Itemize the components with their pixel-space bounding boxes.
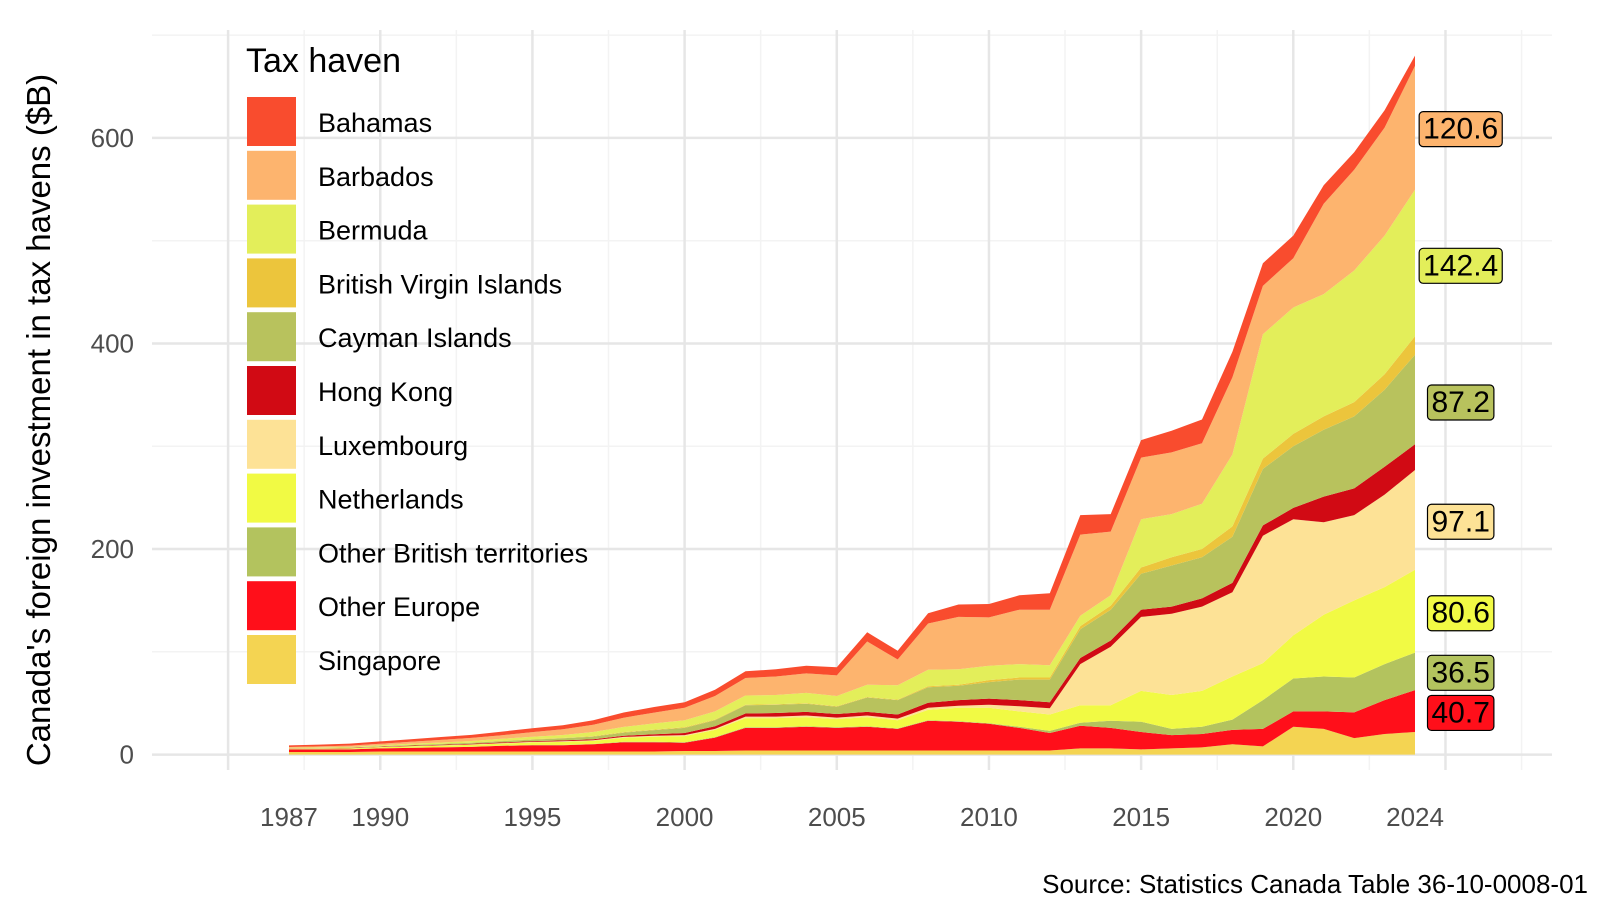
end-label-box: [1418, 111, 1503, 148]
area-netherlands: [289, 569, 1415, 750]
x-tick-label: 1995: [504, 802, 562, 832]
end-label-netherlands: 80.6: [1426, 595, 1495, 632]
x-tick-label: 2024: [1386, 802, 1444, 832]
area-other-europe: [289, 690, 1415, 752]
end-label-text: 87.2: [1432, 386, 1490, 419]
end-label-text: 97.1: [1432, 505, 1490, 538]
end-label-box: [1426, 654, 1495, 691]
y-axis-title: Canada's foreign investment in tax haven…: [20, 74, 57, 766]
end-label-text: 80.6: [1432, 597, 1490, 630]
legend-item-netherlands: Netherlands: [247, 473, 464, 523]
area-singapore: [289, 726, 1415, 755]
area-other-british-territories: [289, 652, 1415, 750]
end-label-box: [1426, 595, 1495, 632]
x-tick-label: 2010: [960, 802, 1018, 832]
end-label-text: 142.4: [1423, 249, 1498, 282]
end-label-box: [1426, 503, 1495, 540]
legend-item-barbados: Barbados: [247, 150, 434, 200]
y-tick-label: 400: [91, 328, 134, 358]
end-label-barbados: 120.6: [1418, 111, 1503, 148]
area-luxembourg: [289, 470, 1415, 749]
y-tick-label: 600: [91, 123, 134, 153]
end-label-box: [1426, 694, 1495, 732]
area-layers: [289, 55, 1415, 755]
legend-swatch: [247, 150, 296, 200]
legend-item-singapore: Singapore: [247, 635, 441, 684]
end-label-luxembourg: 97.1: [1426, 503, 1495, 540]
legend-label: Bermuda: [318, 216, 429, 246]
legend-item-bermuda: Bermuda: [247, 204, 429, 254]
legend-item-bahamas: Bahamas: [247, 97, 432, 146]
legend-label: British Virgin Islands: [318, 269, 562, 299]
legend-label: Luxembourg: [318, 431, 468, 461]
legend: Tax haven Bahamas Barbados Bermuda British V…: [246, 42, 588, 684]
legend-label: Other Europe: [318, 592, 480, 622]
end-label-text: 120.6: [1423, 113, 1498, 146]
legend-swatch: [247, 366, 296, 415]
x-tick-label: 2020: [1264, 802, 1322, 832]
source-note: Source: Statistics Canada Table 36-10-00…: [1042, 869, 1588, 899]
end-label-text: 40.7: [1432, 696, 1490, 729]
legend-swatch: [247, 635, 296, 684]
legend-item-hong-kong: Hong Kong: [247, 366, 453, 415]
end-label-box: [1426, 384, 1495, 421]
legend-swatch: [247, 419, 296, 469]
x-tick-label: 2000: [656, 802, 714, 832]
legend-swatch: [247, 97, 296, 146]
end-value-labels: 120.6 142.4 87.2 97.1 80.6 36.5 40.7: [1418, 111, 1503, 732]
axis-ticks: 0 200 400 600 1987 1990 1995 2000 2005 2010 2015 20…: [91, 123, 1444, 832]
y-tick-label: 200: [91, 534, 134, 564]
x-tick-label: 1987: [260, 802, 318, 832]
end-label-text: 36.5: [1432, 656, 1490, 689]
legend-swatch: [247, 581, 296, 631]
legend-swatch: [247, 258, 296, 308]
legend-item-british-virgin-islands: British Virgin Islands: [247, 258, 562, 308]
legend-swatch: [247, 527, 296, 577]
legend-label: Hong Kong: [318, 377, 453, 407]
legend-item-luxembourg: Luxembourg: [247, 419, 468, 469]
legend-label: Bahamas: [318, 108, 432, 138]
end-label-other-europe: 40.7: [1426, 694, 1495, 732]
legend-swatch: [247, 204, 296, 254]
x-tick-label: 1990: [351, 802, 409, 832]
legend-label: Other British territories: [318, 538, 588, 568]
legend-label: Singapore: [318, 646, 441, 676]
y-tick-label: 0: [120, 740, 134, 770]
end-label-other-british-territories: 36.5: [1426, 654, 1495, 691]
x-tick-label: 2005: [808, 802, 866, 832]
legend-label: Cayman Islands: [318, 323, 512, 353]
legend-swatch: [247, 312, 296, 362]
legend-item-cayman-islands: Cayman Islands: [247, 312, 512, 362]
legend-swatch: [247, 473, 296, 523]
legend-item-other-british-territories: Other British territories: [247, 527, 588, 577]
x-tick-label: 2015: [1112, 802, 1170, 832]
end-label-cayman-islands: 87.2: [1426, 384, 1495, 421]
legend-title: Tax haven: [246, 42, 401, 80]
end-label-bermuda: 142.4: [1418, 247, 1503, 284]
legend-item-other-europe: Other Europe: [247, 581, 480, 631]
end-label-box: [1418, 247, 1503, 284]
legend-label: Netherlands: [318, 485, 464, 515]
legend-label: Barbados: [318, 162, 434, 192]
